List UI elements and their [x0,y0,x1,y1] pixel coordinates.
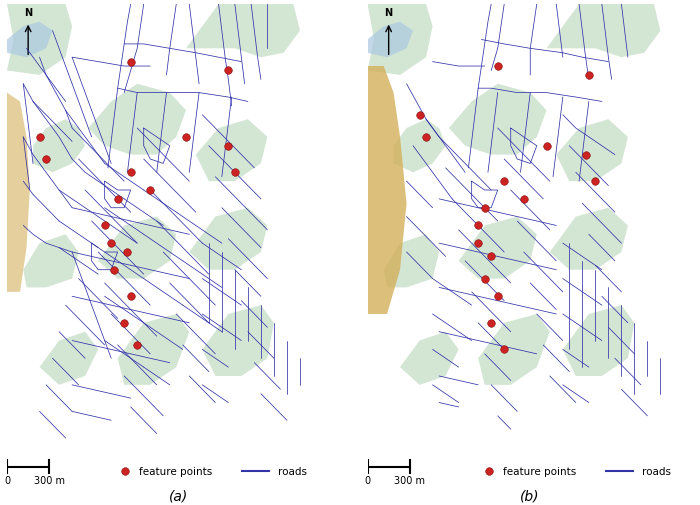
Point [486,253,497,261]
Polygon shape [556,120,628,182]
Text: roads: roads [278,466,307,476]
Polygon shape [7,5,72,76]
Polygon shape [7,23,52,58]
Polygon shape [88,84,186,156]
Polygon shape [98,217,176,279]
Point [229,169,241,177]
Polygon shape [384,235,439,288]
Point [122,248,133,257]
Polygon shape [196,120,267,182]
Polygon shape [449,84,547,156]
Text: feature points: feature points [139,466,212,476]
Point [120,467,131,475]
Polygon shape [400,332,458,385]
Polygon shape [118,314,189,385]
Polygon shape [40,332,98,385]
Point [223,67,234,75]
Point [498,178,510,186]
Text: N: N [384,8,393,18]
Polygon shape [550,208,628,270]
Polygon shape [202,306,274,376]
Polygon shape [458,217,537,279]
Text: 0: 0 [365,475,370,485]
Text: (b): (b) [520,489,540,503]
Point [181,133,192,141]
Point [473,239,484,247]
Point [484,467,495,475]
Point [108,266,120,274]
Point [498,345,510,353]
Polygon shape [368,23,413,58]
Point [125,59,136,67]
Point [125,292,136,300]
Polygon shape [368,5,433,76]
Point [112,195,123,204]
Point [479,275,490,283]
Polygon shape [23,235,78,288]
Point [541,142,552,150]
Point [34,133,45,141]
Point [414,112,425,120]
Polygon shape [478,314,550,385]
Polygon shape [547,5,661,58]
Point [106,239,117,247]
Point [583,72,594,80]
Point [486,319,497,327]
Polygon shape [189,208,267,270]
Point [580,152,592,160]
Polygon shape [393,120,446,173]
Polygon shape [7,93,30,292]
Point [41,156,52,164]
Polygon shape [368,67,407,314]
Point [492,292,503,300]
Text: (a): (a) [169,489,188,503]
Point [223,142,234,150]
Text: feature points: feature points [503,466,576,476]
Polygon shape [563,306,634,376]
Polygon shape [186,5,300,58]
Text: N: N [24,8,32,18]
Polygon shape [33,120,85,173]
Point [125,169,136,177]
Point [518,195,529,204]
Point [145,186,156,194]
Point [421,133,432,141]
Text: roads: roads [642,466,671,476]
Text: 300 m: 300 m [394,475,425,485]
Point [118,319,130,327]
Text: 0: 0 [4,475,10,485]
Point [132,341,143,349]
Point [589,178,601,186]
Text: 300 m: 300 m [34,475,64,485]
Point [479,204,490,212]
Point [492,63,503,71]
Point [99,222,111,230]
Point [473,222,484,230]
